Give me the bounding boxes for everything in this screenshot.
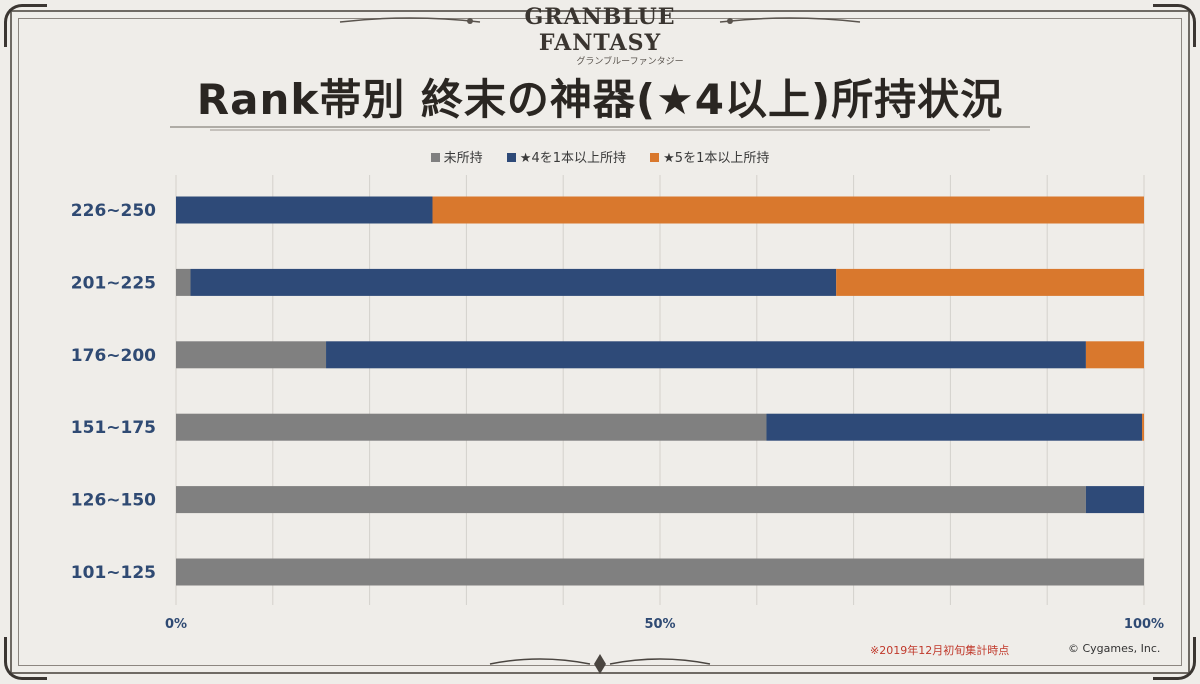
legend-label-not-owned: 未所持 [443, 151, 483, 166]
bar-segment [836, 268, 1144, 296]
chart-legend: 未所持 ★4を1本以上所持 ★5を1本以上所持 [0, 147, 1200, 166]
bar-segment [766, 413, 1143, 441]
x-tick-label: 100% [1124, 617, 1164, 632]
bottom-ornament [489, 654, 711, 674]
bar-segment [176, 486, 1086, 514]
page-title: Rank帯別 終末の神器(★4以上)所持状況 [196, 75, 1004, 124]
bar-segment [1142, 413, 1144, 441]
bar-segment [176, 413, 767, 441]
bar-segment [326, 341, 1086, 369]
bar-segment [176, 268, 191, 296]
bar-segment [1085, 486, 1144, 514]
corner-ornament-top-right [1153, 4, 1196, 47]
legend-item-star5: ★5を1本以上所持 [650, 147, 769, 166]
bar-segment [176, 341, 327, 369]
footnote: ※2019年12月初旬集計時点 [870, 644, 1010, 657]
logo-subtext: グランブルーファンタジー [576, 57, 684, 67]
legend-item-star4: ★4を1本以上所持 [506, 147, 626, 166]
corner-ornament-top-left [4, 4, 47, 47]
title-underline-ornament [170, 126, 1030, 131]
bar-segment [1085, 341, 1144, 369]
copyright: © Cygames, Inc. [1068, 642, 1161, 655]
y-tick-label: 176~200 [71, 346, 156, 366]
game-logo: GRANBLUE FANTASY グランブルーファンタジー [490, 4, 710, 67]
x-tick-label: 50% [644, 617, 675, 632]
corner-ornament-bottom-right [1153, 637, 1196, 680]
x-tick-label: 0% [165, 617, 187, 632]
logo-flourish-ornament [339, 17, 861, 24]
bar-segment [176, 558, 1144, 586]
bar-segment [432, 196, 1144, 224]
legend-item-not-owned: 未所持 [430, 147, 483, 166]
y-tick-label: 201~225 [71, 273, 156, 293]
legend-swatch-star4 [506, 153, 516, 162]
legend-label-star4: ★4を1本以上所持 [519, 151, 626, 166]
bar-segment [190, 268, 837, 296]
y-tick-label: 226~250 [71, 201, 156, 221]
y-tick-label: 126~150 [71, 491, 156, 511]
legend-label-star5: ★5を1本以上所持 [663, 151, 770, 166]
bar-segment [176, 196, 433, 224]
legend-swatch-not-owned [430, 153, 440, 162]
y-tick-label: 151~175 [71, 418, 156, 438]
legend-swatch-star5 [650, 153, 660, 162]
logo-text: GRANBLUE FANTASY [524, 4, 676, 56]
corner-ornament-bottom-left [4, 637, 47, 680]
y-tick-label: 101~125 [71, 563, 156, 583]
